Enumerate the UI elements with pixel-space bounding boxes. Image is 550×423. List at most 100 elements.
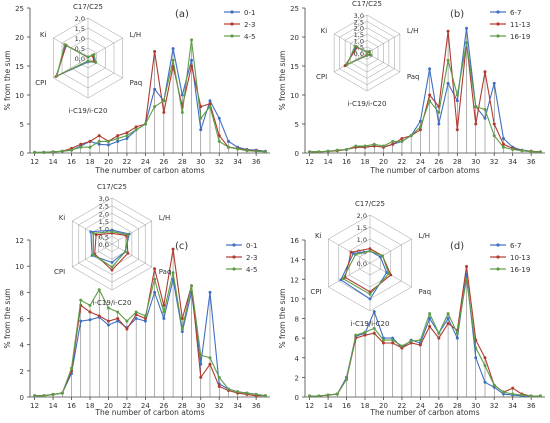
data-point [88, 303, 92, 307]
radar-point [94, 233, 98, 237]
radar-axis-label: Paq [407, 73, 420, 81]
data-point [116, 319, 120, 323]
data-point [345, 148, 349, 152]
radar-ring-label: 3,0 [354, 12, 364, 20]
data-point [492, 81, 496, 85]
x-tick-label: 30 [196, 158, 205, 166]
data-point [51, 392, 55, 396]
x-tick-label: 24 [416, 158, 425, 166]
y-tick-label: 0 [20, 394, 24, 402]
data-point [88, 318, 92, 322]
radar-point [353, 44, 357, 48]
data-point [254, 392, 258, 396]
radar-point [343, 64, 347, 68]
data-point [180, 110, 184, 114]
x-tick-label: 34 [508, 158, 517, 166]
radar-axis-label: L/H [159, 214, 171, 222]
data-point [180, 93, 184, 97]
x-tick-label: 24 [141, 402, 150, 410]
radar-point [378, 255, 382, 259]
data-point [116, 134, 120, 138]
data-point [97, 142, 101, 146]
data-point [520, 393, 524, 397]
series-line-4-5 [34, 39, 266, 153]
data-point [106, 306, 110, 310]
legend-marker [230, 10, 234, 14]
data-point [317, 394, 321, 398]
radar-point [368, 297, 372, 301]
radar-point [368, 247, 372, 251]
radar-ring-label: 2,0 [357, 212, 367, 220]
radar-axis-label: L/H [130, 31, 142, 39]
radar-point [381, 254, 384, 258]
data-point [226, 139, 230, 143]
x-tick-label: 22 [397, 158, 406, 166]
data-point [465, 41, 469, 45]
data-point [199, 116, 203, 120]
data-point [208, 290, 212, 294]
radar-point [368, 50, 372, 53]
panel-1: 0 5 10 15 20 25 12 14 16 18 20 22 24 26 28 30 32 34 36 The … [3, 3, 270, 175]
radar-point [110, 265, 114, 269]
radar-spoke [111, 243, 152, 268]
data-point [492, 383, 496, 387]
x-tick-label: 12 [30, 402, 39, 410]
panel-2: 0 5 10 15 20 25 12 14 16 18 20 22 24 26 28 30 32 34 36 The … [278, 0, 545, 175]
data-point [446, 81, 450, 85]
data-point [418, 125, 422, 129]
data-point [465, 277, 469, 281]
data-point [437, 110, 441, 114]
series-line-0-1 [34, 279, 266, 397]
radar-point [351, 252, 355, 255]
data-point [199, 375, 203, 379]
radar-ring-label: 0,5 [75, 45, 85, 53]
x-axis-title: The number of carbon atoms [369, 408, 479, 417]
data-point [162, 99, 166, 103]
series-line-16-19 [309, 42, 541, 153]
radar-spoke [366, 33, 401, 54]
data-point [236, 147, 240, 151]
data-point [106, 323, 110, 327]
y-tick-label: 25 [290, 5, 299, 13]
radar-point [369, 53, 373, 57]
radar-ring-label: 2,5 [354, 18, 364, 26]
x-tick-label: 12 [305, 158, 314, 166]
data-point [153, 267, 157, 271]
data-point [125, 319, 129, 323]
data-point [33, 394, 37, 398]
legend-label: 2-3 [244, 21, 255, 29]
y-tick-label: 8 [20, 289, 24, 297]
legend-marker [496, 34, 500, 38]
data-point [116, 310, 120, 314]
data-point [143, 319, 147, 323]
data-point [437, 336, 441, 340]
data-point [308, 150, 312, 154]
radar-point [349, 250, 353, 254]
radar-point [110, 268, 114, 272]
y-tick-label: 2 [20, 368, 24, 376]
data-point [153, 105, 157, 109]
x-tick-label: 26 [434, 158, 443, 166]
radar-point [126, 251, 130, 255]
x-tick-label: 18 [361, 158, 370, 166]
data-point [171, 247, 175, 251]
x-tick-label: 28 [453, 158, 462, 166]
radar-point [123, 250, 127, 254]
series-line-16-19 [309, 279, 541, 397]
y-tick-label: 5 [295, 121, 299, 129]
x-tick-label: 20 [104, 158, 113, 166]
data-point [418, 338, 422, 342]
data-point [106, 143, 110, 147]
radar-axis-label: i-C19/i-C20 [93, 299, 132, 307]
data-point [125, 327, 129, 331]
data-point [511, 392, 515, 396]
radar-point [94, 61, 98, 64]
data-point [33, 150, 37, 154]
legend-label: 11-13 [510, 21, 530, 29]
radar-axis-label: CPI [54, 268, 65, 276]
data-point [153, 290, 157, 294]
data-point [335, 148, 339, 152]
x-tick-label: 32 [215, 402, 224, 410]
x-tick-label: 30 [471, 158, 480, 166]
data-point [455, 128, 459, 132]
